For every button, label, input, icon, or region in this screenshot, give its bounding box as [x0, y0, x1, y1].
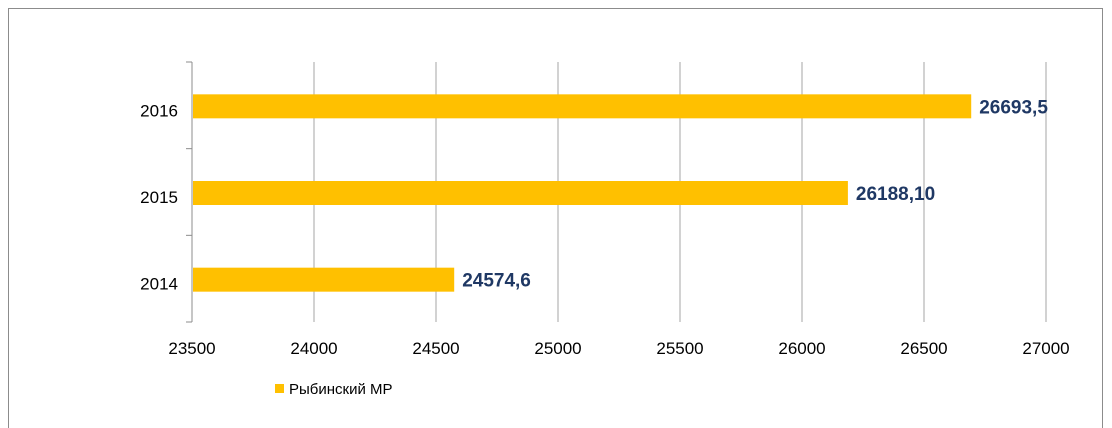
y-tick-label: 2015: [140, 188, 178, 207]
x-tick-label: 27000: [1022, 339, 1069, 358]
bar: [193, 267, 455, 292]
x-tick-label: 24000: [290, 339, 337, 358]
bars: [193, 94, 972, 292]
x-tick-label: 25500: [656, 339, 703, 358]
y-tick-label: 2014: [140, 275, 178, 294]
axes: 23500 24000 24500 25000 25500 26000 26500 27000…: [140, 61, 1070, 358]
legend: Рыбинский МР: [275, 381, 393, 398]
x-tick-label: 25000: [534, 339, 581, 358]
x-tick-label: 26000: [778, 339, 825, 358]
data-label: 26188,10: [856, 184, 935, 205]
data-label: 24574,6: [462, 271, 531, 292]
bar: [193, 94, 972, 119]
bar: [193, 181, 848, 205]
x-tick-label: 26500: [900, 339, 947, 358]
legend-label: Рыбинский МР: [289, 381, 393, 398]
x-tick-label: 24500: [412, 339, 459, 358]
data-label: 26693,5: [979, 97, 1048, 118]
x-tick-label: 23500: [168, 339, 215, 358]
chart-frame: [8, 8, 1103, 428]
y-tick-label: 2016: [140, 101, 178, 120]
legend-swatch: [275, 384, 284, 393]
data-labels: 24574,6 26188,10 26693,5: [462, 97, 1048, 291]
